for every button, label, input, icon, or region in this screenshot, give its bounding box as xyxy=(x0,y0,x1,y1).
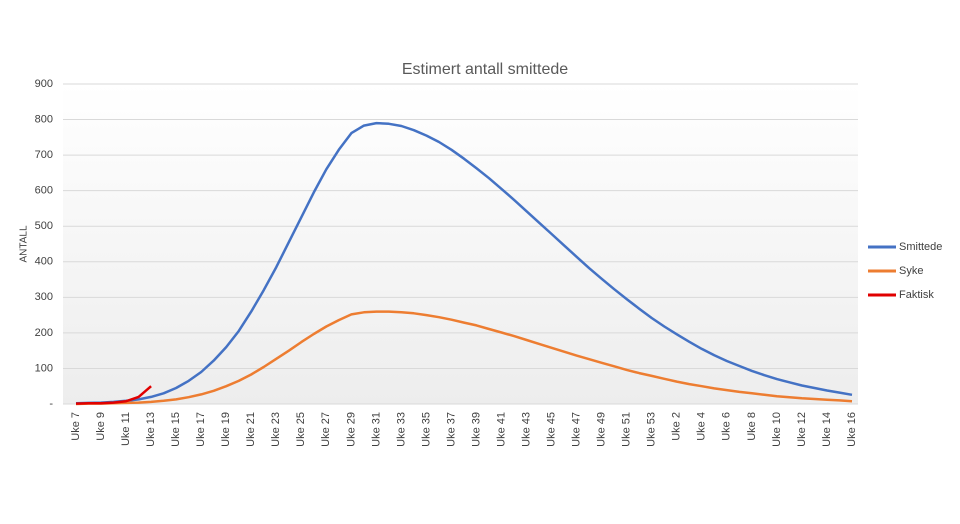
x-tick-label: Uke 51 xyxy=(621,412,633,447)
y-tick-label: 400 xyxy=(35,256,53,268)
series-line xyxy=(75,385,152,405)
chart-title: Estimert antall smittede xyxy=(402,61,568,78)
x-tick-label: Uke 16 xyxy=(846,412,858,447)
x-tick-label: Uke 21 xyxy=(245,412,257,447)
x-tick-label: Uke 17 xyxy=(195,412,207,447)
y-tick-label: 800 xyxy=(35,113,53,125)
series-line xyxy=(75,121,853,405)
x-tick-label: Uke 33 xyxy=(395,412,407,447)
y-tick-label: - xyxy=(49,398,53,410)
x-tick-label: Uke 49 xyxy=(596,412,608,447)
y-tick-label: 900 xyxy=(35,78,53,90)
y-tick-label: 700 xyxy=(35,149,53,161)
y-tick-label: 500 xyxy=(35,220,53,232)
y-tick-label: 600 xyxy=(35,185,53,197)
legend-label: Faktisk xyxy=(899,289,934,301)
x-tick-label: Uke 6 xyxy=(721,412,733,441)
y-axis-label: ANTALL xyxy=(19,225,30,262)
x-tick-label: Uke 4 xyxy=(696,412,708,441)
y-tick-label: 100 xyxy=(35,362,53,374)
x-tick-label: Uke 8 xyxy=(746,412,758,441)
x-tick-label: Uke 25 xyxy=(295,412,307,447)
plot-area xyxy=(63,84,858,404)
x-tick-label: Uke 35 xyxy=(420,412,432,447)
x-tick-label: Uke 27 xyxy=(320,412,332,447)
x-tick-label: Uke 9 xyxy=(95,412,107,441)
legend-label: Syke xyxy=(899,265,923,277)
x-tick-label: Uke 2 xyxy=(671,412,683,441)
x-tick-label: Uke 15 xyxy=(170,412,182,447)
x-tick-label: Uke 41 xyxy=(495,412,507,447)
y-tick-label: 200 xyxy=(35,327,53,339)
x-tick-label: Uke 39 xyxy=(470,412,482,447)
x-tick-label: Uke 37 xyxy=(445,412,457,447)
legend-label: Smittede xyxy=(899,241,942,253)
x-tick-label: Uke 31 xyxy=(370,412,382,447)
x-tick-label: Uke 47 xyxy=(571,412,583,447)
x-tick-label: Uke 19 xyxy=(220,412,232,447)
series-line xyxy=(75,310,853,406)
x-tick-label: Uke 45 xyxy=(546,412,558,447)
y-tick-label: 300 xyxy=(35,291,53,303)
x-tick-label: Uke 14 xyxy=(821,412,833,447)
x-tick-label: Uke 12 xyxy=(796,412,808,447)
x-tick-label: Uke 43 xyxy=(520,412,532,447)
x-tick-label: Uke 7 xyxy=(70,412,82,441)
x-tick-label: Uke 13 xyxy=(145,412,157,447)
x-tick-label: Uke 10 xyxy=(771,412,783,447)
x-tick-label: Uke 53 xyxy=(646,412,658,447)
x-tick-label: Uke 11 xyxy=(120,412,132,446)
x-tick-label: Uke 29 xyxy=(345,412,357,447)
x-tick-label: Uke 23 xyxy=(270,412,282,447)
